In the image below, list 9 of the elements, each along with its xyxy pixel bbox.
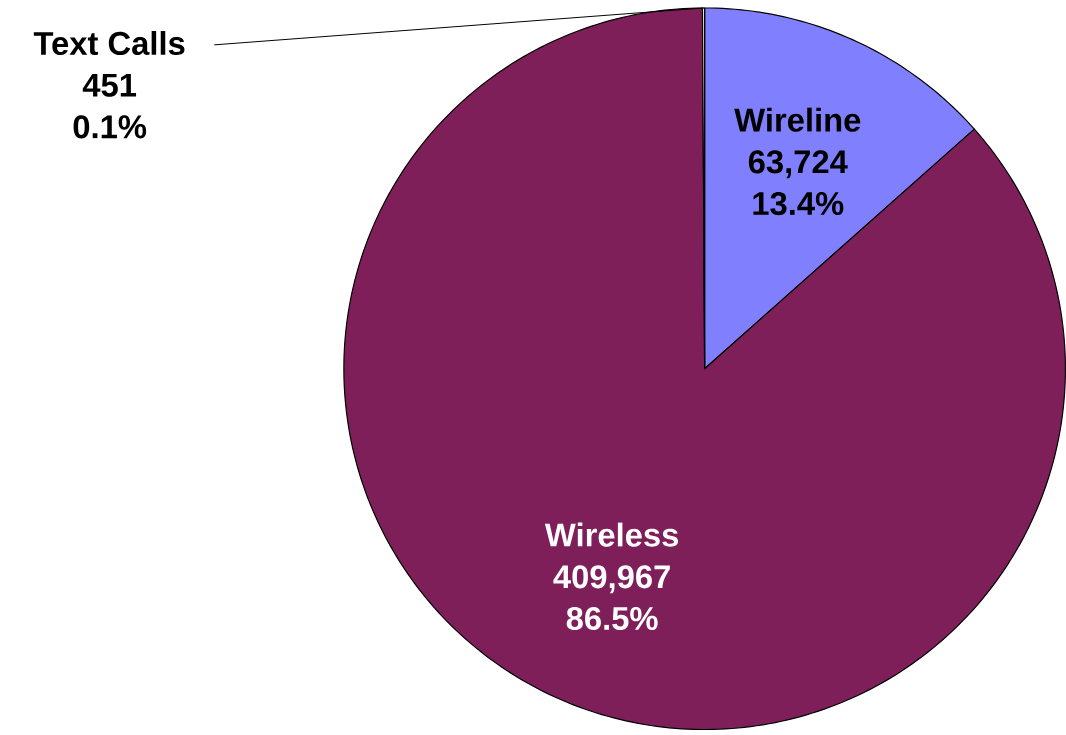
- text: 0.1%: [73, 115, 147, 139]
- data-label: 63,724: [748, 150, 848, 179]
- slice-label: Wireline: [734, 107, 861, 132]
- slice-label: Wireless: [544, 522, 679, 547]
- data-label: 451: [82, 74, 137, 97]
- text: 86.5%: [566, 607, 658, 631]
- text: 13.4%: [753, 192, 844, 216]
- slice-label: Text Calls: [33, 31, 185, 56]
- data-label: 409,967: [553, 565, 670, 594]
